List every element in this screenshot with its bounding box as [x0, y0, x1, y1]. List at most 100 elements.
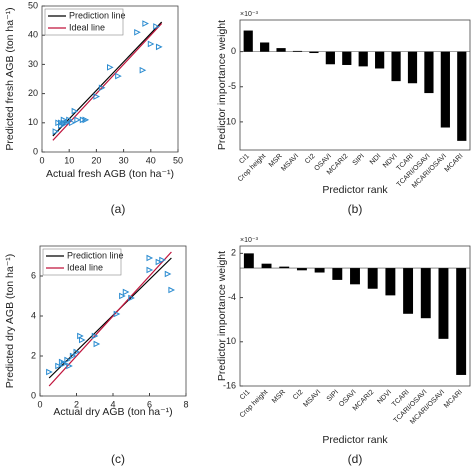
bar — [325, 51, 335, 65]
x-axis-label: Predictor rank — [322, 184, 388, 196]
y-tick-label: 2 — [231, 248, 236, 258]
x-tick-label: MSAVI — [280, 153, 300, 173]
data-point — [66, 362, 73, 370]
x-tick-label: 10 — [64, 155, 74, 165]
y-tick-label: 2 — [31, 350, 36, 360]
bar — [391, 51, 401, 82]
data-point — [155, 43, 163, 51]
x-tick-label: 20 — [91, 155, 101, 165]
panel-label: (b) — [348, 202, 363, 216]
data-point — [155, 258, 163, 266]
bar — [385, 268, 396, 296]
bar — [279, 266, 290, 269]
data-point — [147, 40, 155, 48]
bar — [243, 253, 254, 269]
data-point — [91, 332, 99, 340]
bar — [260, 42, 270, 52]
y-tick-label: 10 — [28, 117, 38, 127]
bar — [440, 51, 450, 128]
x-axis-label: Actual fresh AGB (ton ha⁻¹) — [46, 168, 174, 180]
bar — [314, 268, 325, 273]
x-tick-label: 40 — [146, 155, 156, 165]
x-tick-label: 6 — [147, 399, 152, 409]
bar — [342, 51, 352, 65]
data-point — [164, 270, 172, 278]
data-point — [134, 28, 141, 36]
y-tick-label: 6 — [31, 270, 36, 280]
y-axis-label: Predicted dry AGB (ton ha⁻¹) — [4, 254, 16, 389]
legend-label: Ideal line — [67, 262, 103, 272]
x-tick-label: CI1 — [238, 153, 251, 166]
bar — [243, 30, 253, 52]
x-axis-label: Actual dry AGB (ton ha⁻¹) — [53, 406, 172, 418]
x-tick-label: 4 — [110, 399, 115, 409]
fit-line — [48, 251, 172, 387]
data-point — [77, 332, 84, 340]
data-point — [69, 352, 77, 360]
y-tick-label: -5 — [228, 81, 236, 91]
bar — [457, 51, 467, 141]
y-tick-label: 20 — [28, 88, 38, 98]
x-tick-label: SIPI — [326, 389, 340, 403]
bar — [292, 50, 303, 52]
bar — [309, 51, 319, 54]
data-point — [146, 266, 154, 274]
data-point — [82, 116, 90, 124]
x-tick-label: CI2 — [304, 153, 317, 166]
axis-multiplier: ×10⁻³ — [240, 237, 259, 244]
data-point — [60, 360, 68, 368]
data-point — [55, 362, 62, 370]
bar — [358, 51, 368, 67]
data-point — [46, 368, 53, 376]
legend-label: Prediction line — [69, 10, 126, 20]
data-point — [93, 340, 101, 348]
data-point — [107, 64, 114, 71]
y-tick-label: -10 — [223, 336, 236, 346]
bar — [261, 263, 272, 269]
legend-label: Prediction line — [67, 250, 124, 260]
y-tick-label: -10 — [223, 116, 236, 126]
bar — [332, 268, 343, 280]
fit-line — [48, 257, 172, 379]
data-point — [73, 348, 81, 356]
data-point — [113, 310, 121, 318]
bar — [438, 268, 449, 339]
x-tick-label: 8 — [183, 399, 188, 409]
bar — [350, 268, 360, 285]
bar — [296, 268, 307, 271]
data-point — [74, 116, 81, 124]
data-point — [115, 72, 122, 80]
data-point — [128, 294, 135, 302]
data-point — [71, 107, 79, 115]
x-tick-label: 50 — [173, 155, 183, 165]
bar — [375, 51, 385, 69]
plot-frame — [239, 19, 471, 151]
x-tick-label: MSR — [271, 389, 287, 405]
legend-box — [44, 8, 124, 36]
y-tick-label: -4 — [228, 292, 236, 302]
bar — [420, 268, 431, 319]
y-tick-label: -16 — [223, 380, 236, 390]
fit-line — [52, 21, 163, 137]
x-tick-label: MCARI — [444, 153, 465, 174]
y-axis-label: Predicted fresh AGB (ton ha⁻¹) — [4, 7, 16, 150]
data-point — [153, 23, 160, 30]
data-point — [52, 128, 60, 135]
legend-box — [42, 248, 122, 276]
x-tick-label: 30 — [119, 155, 129, 165]
y-tick-label: 4 — [31, 310, 36, 320]
panel-label: (a) — [111, 202, 126, 216]
axis-multiplier: ×10⁻³ — [240, 11, 259, 18]
y-tick-label: 40 — [28, 30, 38, 40]
bar — [367, 268, 378, 289]
y-tick-label: 0 — [231, 46, 236, 56]
y-tick-label: 50 — [28, 0, 38, 10]
data-point — [78, 336, 86, 344]
x-tick-label: MCARI — [443, 389, 464, 410]
data-point — [98, 84, 106, 92]
data-point — [159, 256, 166, 264]
x-tick-label: MSAVI — [302, 389, 322, 409]
plot-frame — [239, 245, 471, 387]
plot-frame — [41, 5, 179, 153]
